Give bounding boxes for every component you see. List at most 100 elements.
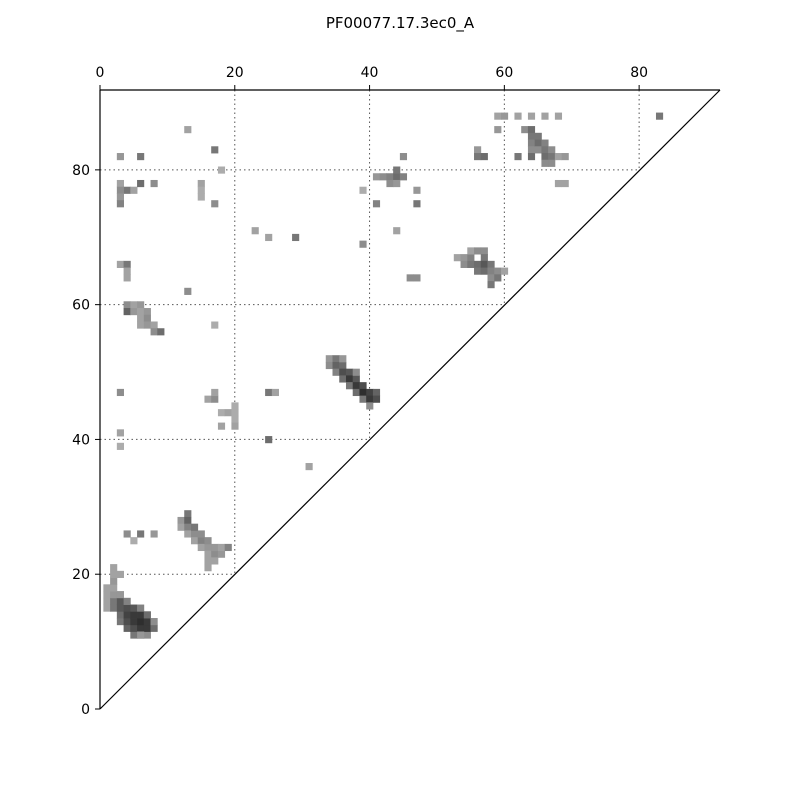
contact-cell xyxy=(359,395,367,403)
contact-cell xyxy=(204,543,212,552)
contact-cell xyxy=(197,537,205,545)
contact-cell xyxy=(345,382,354,390)
contact-cell xyxy=(184,516,192,525)
contact-cell xyxy=(521,126,529,134)
contact-cell xyxy=(474,260,482,268)
contact-cell xyxy=(110,570,118,578)
contact-cell xyxy=(116,611,124,619)
contact-cell xyxy=(231,415,239,423)
contact-cell xyxy=(548,153,556,161)
contact-cell xyxy=(137,530,145,538)
contact-cell xyxy=(474,267,482,275)
contact-cell xyxy=(143,611,151,619)
contact-cell xyxy=(231,402,239,410)
contact-cell xyxy=(359,186,367,194)
contact-cell xyxy=(541,139,549,147)
contact-cell xyxy=(527,139,536,147)
contact-cell xyxy=(393,179,401,188)
contact-cell xyxy=(130,624,138,632)
contact-cell xyxy=(123,301,131,309)
contact-cell xyxy=(467,247,475,255)
contact-cell xyxy=(143,631,151,639)
contact-cell xyxy=(150,328,158,336)
contact-cell xyxy=(184,126,192,134)
contact-cell xyxy=(211,321,219,329)
contact-cell xyxy=(130,618,138,626)
contact-cell xyxy=(130,631,138,639)
contact-cell xyxy=(366,402,374,410)
contact-cell xyxy=(494,112,502,120)
contact-cell xyxy=(150,179,158,188)
contact-cell xyxy=(339,375,347,383)
contact-cell xyxy=(116,179,124,188)
contact-cell xyxy=(352,368,360,376)
contact-cell xyxy=(339,361,347,370)
contact-cell xyxy=(110,577,118,585)
contact-cell xyxy=(143,624,151,632)
contact-cell xyxy=(137,179,145,188)
contact-cell xyxy=(359,388,367,397)
contact-cell xyxy=(123,274,131,282)
contact-cell xyxy=(541,112,549,120)
contact-cell xyxy=(204,537,212,545)
contact-cell xyxy=(224,543,232,552)
contact-cell xyxy=(467,260,475,268)
contact-cell xyxy=(480,260,488,268)
contact-cell xyxy=(184,523,192,531)
contact-cell xyxy=(393,173,401,181)
contact-cell xyxy=(116,153,124,161)
contact-cell xyxy=(366,395,374,403)
contact-cell xyxy=(150,321,158,329)
x-tick-label: 0 xyxy=(96,65,105,81)
contact-cell xyxy=(352,375,360,383)
contact-cell xyxy=(110,584,118,592)
contact-cell xyxy=(123,260,131,268)
contact-cell xyxy=(527,153,536,161)
contact-cell xyxy=(137,321,145,329)
contact-cell xyxy=(143,321,151,329)
contact-cell xyxy=(103,591,111,599)
contact-cell xyxy=(103,584,111,592)
contact-cell xyxy=(116,200,124,208)
contact-cell xyxy=(123,618,131,626)
contact-cell xyxy=(184,287,192,295)
contact-cell xyxy=(197,186,205,194)
contact-cell xyxy=(116,618,124,626)
contact-cell xyxy=(231,409,239,417)
contact-cell xyxy=(292,233,300,242)
contact-cell xyxy=(123,611,131,619)
contact-cell xyxy=(474,153,482,161)
contact-cell xyxy=(217,550,226,558)
contact-cell xyxy=(541,146,549,154)
x-tick-label: 80 xyxy=(630,65,648,81)
contact-cell xyxy=(217,543,226,552)
contact-cell xyxy=(480,254,488,262)
contact-cell xyxy=(217,166,226,174)
contact-cell xyxy=(453,254,461,262)
contact-cell xyxy=(372,388,381,397)
contact-cell xyxy=(474,247,482,255)
contact-cell xyxy=(527,126,536,134)
contact-cell xyxy=(413,200,421,208)
contact-cell xyxy=(137,611,145,619)
contact-cell xyxy=(548,146,556,154)
contact-cell xyxy=(548,159,556,167)
contact-cell xyxy=(137,314,145,322)
contact-cell xyxy=(541,159,549,167)
contact-cell xyxy=(130,537,138,545)
contact-cell xyxy=(184,510,192,518)
contact-cell xyxy=(554,153,563,161)
contact-cell xyxy=(184,530,192,538)
contact-cell xyxy=(211,557,219,565)
contact-cell xyxy=(372,173,381,181)
contact-cell xyxy=(190,537,199,545)
contact-cell xyxy=(514,153,522,161)
contact-cell xyxy=(393,166,401,174)
contact-cell xyxy=(386,173,394,181)
contact-cell xyxy=(197,530,205,538)
contact-cell xyxy=(150,618,158,626)
contact-cell xyxy=(339,368,347,376)
contact-cell xyxy=(265,436,273,444)
contact-cell xyxy=(332,361,340,370)
